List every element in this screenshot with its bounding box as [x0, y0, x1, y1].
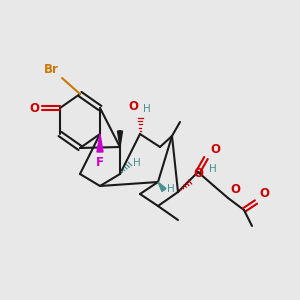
Text: O: O [193, 167, 203, 180]
Text: H: H [209, 164, 217, 174]
Text: O: O [259, 187, 269, 200]
Text: Br: Br [44, 63, 59, 76]
Text: H: H [133, 158, 141, 168]
Polygon shape [158, 182, 166, 191]
Text: O: O [210, 143, 220, 156]
Text: H: H [167, 184, 175, 194]
Polygon shape [118, 131, 122, 147]
Text: H: H [143, 104, 151, 114]
Polygon shape [97, 134, 103, 152]
Text: O: O [29, 101, 39, 115]
Text: O: O [230, 183, 240, 196]
Text: F: F [96, 156, 104, 169]
Text: O: O [128, 100, 138, 113]
